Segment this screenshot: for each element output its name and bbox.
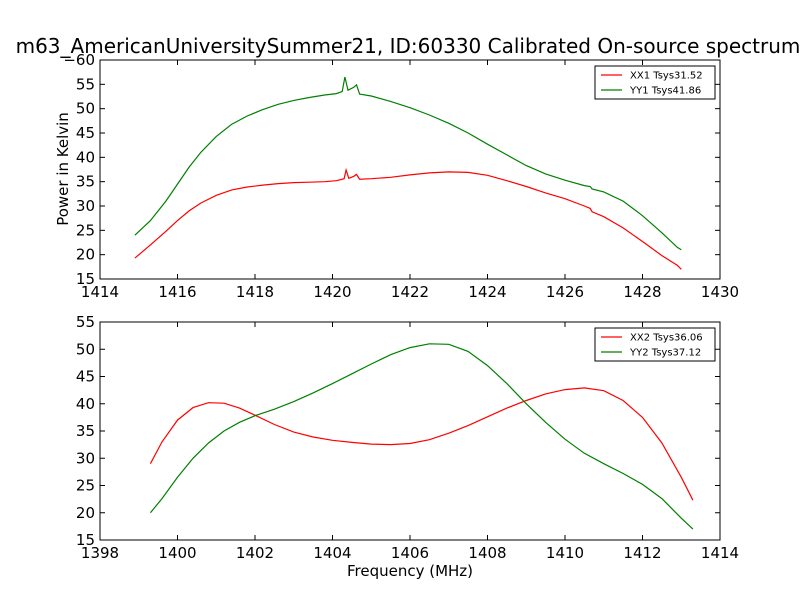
bottom-x-axis-label: Frequency (MHz) <box>347 562 473 580</box>
x-tick-label: 1424 <box>468 283 506 301</box>
legend: XX1 Tsys31.52 YY1 Tsys41.86 <box>594 65 716 100</box>
series-line-yy1 <box>134 76 682 251</box>
series-line-xx1 <box>134 167 682 270</box>
legend-entry-label: XX1 Tsys31.52 <box>630 71 703 82</box>
top-y-axis-label: Power in Kelvin <box>54 112 72 226</box>
x-tick-label: 1410 <box>546 544 584 562</box>
y-tick-label: 55 <box>76 75 95 93</box>
y-tick-label: 40 <box>76 395 95 413</box>
top-spectrum-panel: Power in Kelvin 1414 1416 1418 1420 1422 1424… <box>54 51 739 301</box>
legend-entry-label: YY1 Tsys41.86 <box>629 86 701 97</box>
y-tick-label: 25 <box>76 477 95 495</box>
x-tick-label: 1416 <box>158 283 196 301</box>
x-tick-label: 1420 <box>313 283 351 301</box>
y-tick-label: 20 <box>76 504 95 522</box>
x-tick-label: 1422 <box>391 283 429 301</box>
legend: XX2 Tsys36.06 YY2 Tsys37.12 <box>594 327 716 362</box>
y-tick-label: 35 <box>76 173 95 191</box>
y-tick-label: 50 <box>76 100 95 118</box>
legend-entry-label: XX2 Tsys36.06 <box>630 333 703 344</box>
y-tick-label: 25 <box>76 221 95 239</box>
x-tick-label: 1426 <box>546 283 584 301</box>
x-tick-label: 1414 <box>81 283 119 301</box>
y-tick-label: 30 <box>76 449 95 467</box>
chart-title: m63_AmericanUniversitySummer21, ID:60330… <box>16 34 800 58</box>
x-tick-label: 1418 <box>236 283 274 301</box>
x-tick-label: 1400 <box>158 544 196 562</box>
series-line-xx2 <box>149 387 694 501</box>
x-tick-label: 1408 <box>468 544 506 562</box>
y-tick-label: −60 <box>63 51 95 69</box>
y-tick-label: 35 <box>76 422 95 440</box>
y-tick-label: 40 <box>76 148 95 166</box>
x-tick-label: 1428 <box>623 283 661 301</box>
y-tick-label: 15 <box>76 270 95 288</box>
y-tick-label: 45 <box>76 368 95 386</box>
legend-box <box>594 327 716 362</box>
series-line-yy2 <box>149 343 694 530</box>
x-tick-label: 1398 <box>81 544 119 562</box>
x-tick-label: 1414 <box>701 544 739 562</box>
y-tick-label: 20 <box>76 246 95 264</box>
x-tick-label: 1412 <box>623 544 661 562</box>
legend-box <box>594 65 716 100</box>
y-tick-label: 50 <box>76 340 95 358</box>
y-tick-label: 45 <box>76 124 95 142</box>
y-tick-label: 30 <box>76 197 95 215</box>
x-tick-label: 1402 <box>236 544 274 562</box>
bottom-spectrum-panel: Frequency (MHz) 1398 1400 1402 1404 1406 1408… <box>76 313 739 580</box>
x-tick-label: 1406 <box>391 544 429 562</box>
legend-entry-label: YY2 Tsys37.12 <box>629 348 701 359</box>
x-tick-label: 1430 <box>701 283 739 301</box>
x-tick-label: 1404 <box>313 544 351 562</box>
y-tick-label: 55 <box>76 313 95 331</box>
y-tick-label: 15 <box>76 531 95 549</box>
